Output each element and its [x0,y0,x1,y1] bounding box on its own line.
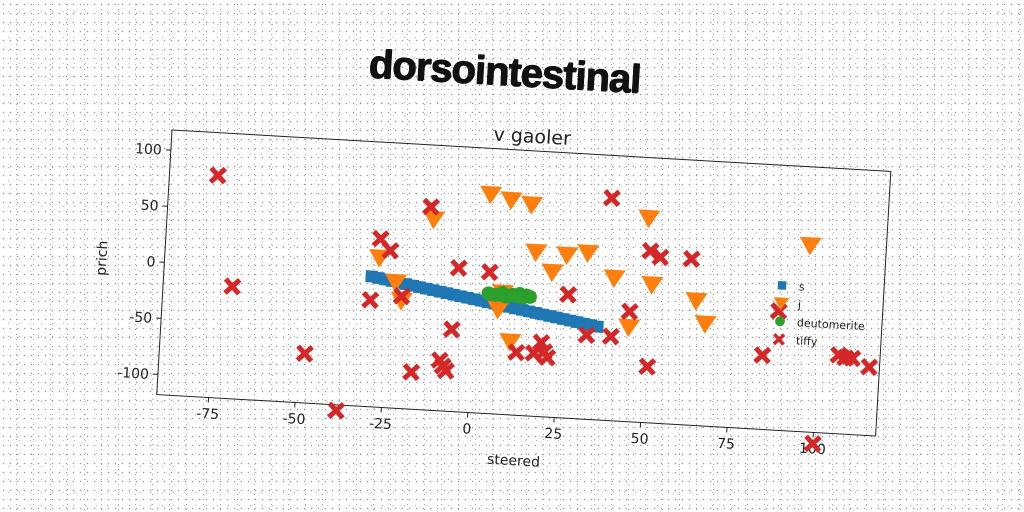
data-point-tiffy [602,189,621,208]
data-point-j [499,332,522,352]
x-tick-label: -50 [282,411,306,428]
data-point-j [799,236,822,256]
data-point-j [423,210,446,230]
data-point-tiffy [381,241,400,260]
data-point-tiffy [638,357,657,376]
data-point-j [541,263,564,283]
data-point-tiffy [449,258,468,278]
data-point-j [577,244,600,263]
data-point-j [521,195,544,215]
data-point-tiffy [327,401,346,420]
data-point-tiffy [361,290,380,310]
legend-label: tiffy [796,334,819,348]
x-tick-label: 75 [717,436,736,453]
data-point-j [487,300,510,320]
data-point-tiffy [651,248,670,267]
y-tick-label: 0 [146,254,156,270]
legend-marker-deutomerite [775,316,785,327]
data-point-j [685,291,708,311]
data-point-tiffy [295,344,314,363]
data-point-tiffy [577,325,596,345]
data-point-tiffy [843,349,862,368]
data-point-j [641,275,664,295]
data-point-j [618,318,641,338]
axes-group: v gaoler steered prich -75 -50 -25 0 25 50 75 1… [94,124,892,471]
legend-label: j [797,298,802,311]
series-j [369,185,822,352]
marks-layer [208,166,879,453]
data-point-tiffy [559,285,578,304]
data-point-tiffy [507,343,526,362]
y-tick-label: 100 [135,141,163,159]
data-point-tiffy [436,361,455,380]
data-point-j [525,243,548,263]
legend-marker-s [777,280,787,290]
data-point-tiffy [682,249,701,268]
legend-label: s [799,280,806,293]
data-point-tiffy [860,357,879,377]
data-point-j [390,291,413,311]
series-tiffy [208,166,879,453]
legend-marker-j [773,297,790,311]
data-point-tiffy [803,434,822,453]
y-tick-label: 50 [140,198,159,215]
data-point-tiffy [753,346,772,365]
chart-title: v gaoler [493,124,572,150]
data-point-tiffy [392,287,411,306]
data-point-j [694,314,717,334]
data-point-tiffy [769,302,788,321]
ticks-layer: -75 -50 -25 0 25 50 75 100 100 50 0 -50 -100 [117,141,827,459]
data-point-tiffy [480,262,499,282]
data-point-tiffy [208,166,227,185]
plot-frame [156,129,892,437]
data-point-tiffy [442,320,461,339]
data-point-j [385,273,407,293]
legend-marker-tiffy [772,332,786,346]
data-point-j [480,185,503,205]
data-point-j [500,191,523,211]
x-tick-label: -75 [196,406,220,423]
data-point-deutomerite [522,289,537,304]
x-axis-label: steered [487,452,541,471]
y-tick-label: -100 [117,365,150,383]
data-point-j [603,269,626,288]
y-axis-label: prich [94,240,112,276]
data-point-tiffy [641,241,660,260]
y-tick-label: -50 [129,310,153,327]
x-tick-label: -25 [369,416,393,433]
x-tick-label: 0 [462,421,472,437]
data-point-tiffy [620,302,639,321]
data-point-j [556,246,579,266]
data-point-tiffy [538,348,557,367]
legend-label: deutomerite [797,316,866,333]
data-point-tiffy [402,363,421,382]
data-point-tiffy [422,197,441,216]
data-point-tiffy [223,277,242,296]
data-point-j [638,209,661,229]
series-deutomerite [481,286,537,305]
x-tick-label: 50 [630,431,649,448]
x-tick-label: 100 [799,441,827,459]
data-point-tiffy [601,327,620,346]
x-tick-label: 25 [544,426,563,443]
